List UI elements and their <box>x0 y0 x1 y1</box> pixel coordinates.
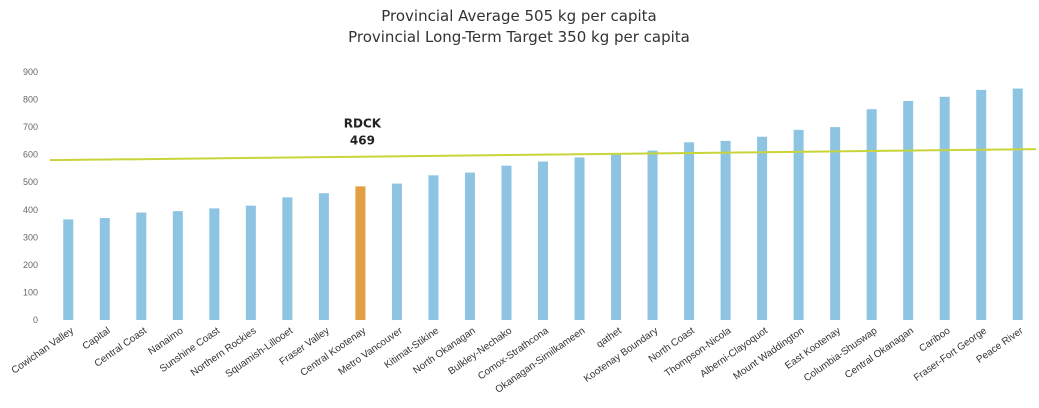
bar-north-okanagan <box>464 172 475 320</box>
x-tick-label: Metro Vancouver <box>337 325 406 378</box>
annotation-label: RDCK <box>344 117 382 131</box>
y-tick-label: 800 <box>23 95 38 105</box>
bar-kitimat-stikine <box>428 175 439 320</box>
x-tick-label: Central Kootenay <box>299 325 369 378</box>
bar-sunshine-coast <box>209 208 220 320</box>
bar-bulkley-nechako <box>501 165 512 320</box>
bar-fraser-fort-george <box>976 89 987 321</box>
y-axis: 0 100 200 300 400 500 600 700 800 900 <box>23 67 38 325</box>
x-tick-label: qathet <box>595 325 624 350</box>
bar-cariboo <box>939 96 950 320</box>
bar-northern-rockies <box>245 205 256 320</box>
bar-cowichan-valley <box>63 219 74 320</box>
annotation-group: RDCK 469 <box>344 117 382 148</box>
x-tick-label: Cowichan Valley <box>10 325 76 376</box>
bar-thompson-nicola <box>720 140 731 320</box>
x-tick-label: Capital <box>81 325 113 352</box>
chart-subtitle: Provincial Long-Term Target 350 kg per c… <box>348 28 690 46</box>
y-tick-label: 600 <box>23 150 38 160</box>
y-tick-label: 200 <box>23 260 38 270</box>
y-tick-label: 400 <box>23 205 38 215</box>
y-tick-label: 900 <box>23 67 38 77</box>
bar-squamish-lillooet <box>282 197 293 320</box>
bar-mount-waddington <box>793 129 804 320</box>
bar-fraser-valley <box>318 193 329 320</box>
bars <box>63 88 1023 321</box>
y-tick-label: 0 <box>33 315 38 325</box>
x-tick-label: Central Okanagan <box>843 325 916 381</box>
bar-kootenay-boundary <box>647 150 658 320</box>
y-tick-label: 500 <box>23 177 38 187</box>
bar-central-kootenay <box>355 186 366 320</box>
chart-title: Provincial Average 505 kg per capita <box>381 7 657 25</box>
bar-comox-strathcona <box>538 161 548 320</box>
bar-peace-river <box>1012 88 1023 321</box>
bar-columbia-shuswap <box>866 109 877 320</box>
bar-north-coast <box>684 142 695 320</box>
reference-line-group <box>49 148 1037 162</box>
annotation-value: 469 <box>350 134 375 148</box>
bar-central-coast <box>136 212 147 320</box>
x-tick-label: North Okanagan <box>411 325 477 376</box>
bar-alberni-clayoquot <box>757 136 768 320</box>
y-tick-label: 100 <box>23 287 38 297</box>
y-tick-label: 300 <box>23 232 38 242</box>
bar-east-kootenay <box>830 127 841 320</box>
y-tick-label: 700 <box>23 122 38 132</box>
bar-qathet <box>611 154 622 320</box>
x-tick-label: Squamish-Lillooet <box>224 325 296 380</box>
reference-line <box>49 148 1037 162</box>
bar-metro-vancouver <box>391 183 402 320</box>
bar-okanagan-similkameen <box>574 157 585 320</box>
bar-nanaimo <box>172 211 183 320</box>
bar-capital <box>99 218 110 320</box>
bar-central-okanagan <box>903 100 914 320</box>
